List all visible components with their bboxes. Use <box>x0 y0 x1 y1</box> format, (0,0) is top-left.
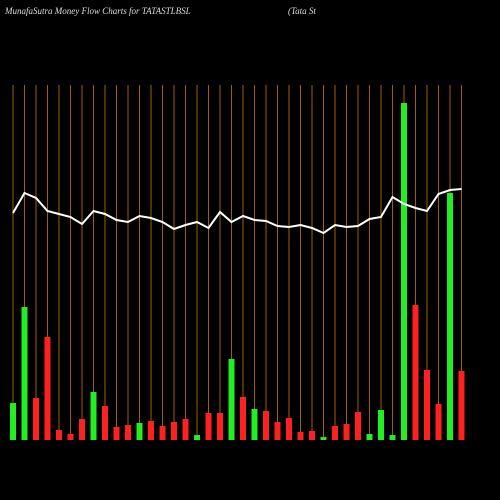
bar <box>79 419 85 440</box>
bar <box>217 413 223 440</box>
bar <box>332 426 338 440</box>
bar <box>33 398 39 440</box>
bar <box>90 392 97 440</box>
bar <box>263 411 269 440</box>
bar <box>171 422 177 440</box>
bar <box>355 412 361 440</box>
bar <box>113 427 120 440</box>
bar <box>182 419 189 440</box>
bar <box>320 437 327 440</box>
bar <box>205 413 212 440</box>
bar <box>148 421 154 440</box>
bar <box>435 404 442 440</box>
bar <box>21 307 28 440</box>
bar <box>458 371 465 440</box>
bar <box>286 418 292 440</box>
bar <box>136 423 143 440</box>
bar <box>56 430 62 440</box>
line <box>12 188 462 235</box>
bar <box>10 403 16 440</box>
bar <box>159 426 166 440</box>
bar <box>424 370 430 440</box>
bar <box>378 410 384 440</box>
bar <box>343 424 350 440</box>
bar <box>194 435 200 440</box>
bar <box>389 435 396 440</box>
bar <box>401 103 407 440</box>
bar <box>67 434 74 440</box>
bar <box>44 337 51 440</box>
bar <box>125 425 131 440</box>
bar <box>240 397 246 440</box>
bar <box>274 422 281 440</box>
bar <box>297 432 304 440</box>
bar <box>251 409 258 440</box>
chart-title: MunafaSutra Money Flow Charts for TATAST… <box>4 6 191 16</box>
chart-subtitle: (Tata St <box>288 6 316 16</box>
marks <box>10 103 465 440</box>
bar <box>412 305 419 440</box>
bar <box>447 193 453 440</box>
bar <box>228 359 235 440</box>
bar <box>309 431 315 440</box>
bar <box>102 406 108 440</box>
bar <box>366 434 373 440</box>
